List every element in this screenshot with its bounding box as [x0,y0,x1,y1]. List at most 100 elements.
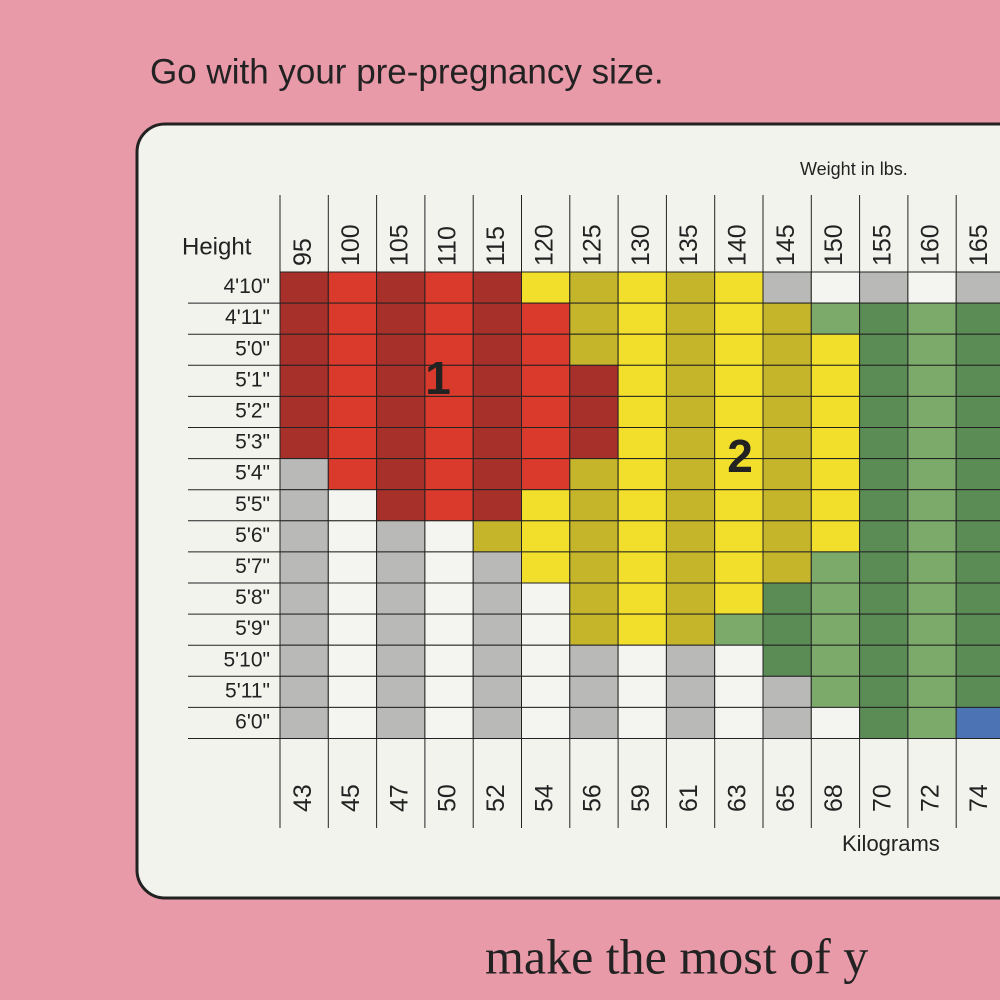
cell [714,458,764,491]
cell [327,520,378,553]
cell [859,271,909,304]
weight-lbs-label: 150 [820,224,848,266]
size-label: 2 [727,430,753,482]
cell [810,458,861,491]
cell [521,551,571,584]
cell [762,613,812,646]
cell [279,458,329,491]
cell [521,458,571,491]
weight-kg-label: 54 [530,784,558,812]
cell [472,520,523,553]
cell [521,644,571,677]
cell [955,675,1000,708]
footer: make the most of y [485,928,868,984]
cell [376,644,426,677]
height-label: 4'11" [225,306,270,329]
cell [714,395,764,428]
cell [859,364,909,397]
cell [521,395,571,428]
weight-lbs-label: 120 [530,224,558,266]
cell [279,675,329,708]
cell [569,613,619,646]
cell [907,613,957,646]
cell [472,271,523,304]
cell [762,427,812,460]
weight-kg-label: 45 [337,784,365,812]
cell [859,302,909,335]
cell [665,271,716,304]
cell [376,333,426,366]
cell [521,675,571,708]
cell [424,427,474,460]
cell [279,706,329,740]
cell [859,582,909,615]
weight-kg-label: 65 [772,784,800,812]
weight-lbs-label: 100 [337,224,365,266]
cell [472,302,523,335]
cell [569,427,619,460]
weight-lbs-label: 105 [385,224,413,266]
cell [714,675,764,708]
cell [424,613,474,646]
kg-label: Kilograms [842,831,940,856]
cell [859,613,909,646]
cell [617,644,667,677]
cell [617,395,667,428]
cell [617,364,667,397]
cell [376,551,426,584]
cell [714,551,764,584]
weight-lbs-label: 160 [917,224,945,266]
weight-kg-label: 43 [289,784,317,812]
weight-lbs-label: 115 [482,226,510,266]
height-label: 6'0" [235,710,270,733]
cell [665,458,716,491]
cell [762,333,812,366]
weight-lbs-label: 110 [434,226,462,266]
cell [521,333,571,366]
cell [279,364,329,397]
grid: 4'10" 4'11" 5'0" 5'1" 5'2" 5'3" 5'4" 5'5" 5'6" 5'… [188,195,1000,828]
cell [424,551,474,584]
cell [859,427,909,460]
cell [955,644,1000,677]
cell [376,271,426,304]
cell [907,551,957,584]
cell [810,333,861,366]
weight-kg-label: 63 [723,784,751,812]
cell [424,706,474,740]
cell [521,706,571,740]
cell [279,333,329,366]
cell [714,520,764,553]
cell [327,644,378,677]
cell [376,302,426,335]
cell [714,271,764,304]
height-label: 5'6" [235,524,270,547]
cell [569,302,619,335]
weight-kg-label: 61 [675,784,703,812]
cell [424,271,474,304]
height-label: 5'4" [235,462,270,485]
cell [279,644,329,677]
cell [617,427,667,460]
cell [424,644,474,677]
cell [617,706,667,740]
cell [955,364,1000,397]
cell [859,520,909,553]
cell [376,458,426,491]
cell [810,427,861,460]
cell [810,551,861,584]
height-label: 5'11" [225,679,270,702]
cell [714,489,764,522]
cell [569,644,619,677]
cell [617,613,667,646]
cell [569,364,619,397]
cell [569,333,619,366]
height-label: 5'8" [235,586,270,609]
cell [665,489,716,522]
cell [859,551,909,584]
cell [327,458,378,491]
cell [762,551,812,584]
cell [376,364,426,397]
height-label: 5'9" [235,617,270,640]
cell [762,489,812,522]
